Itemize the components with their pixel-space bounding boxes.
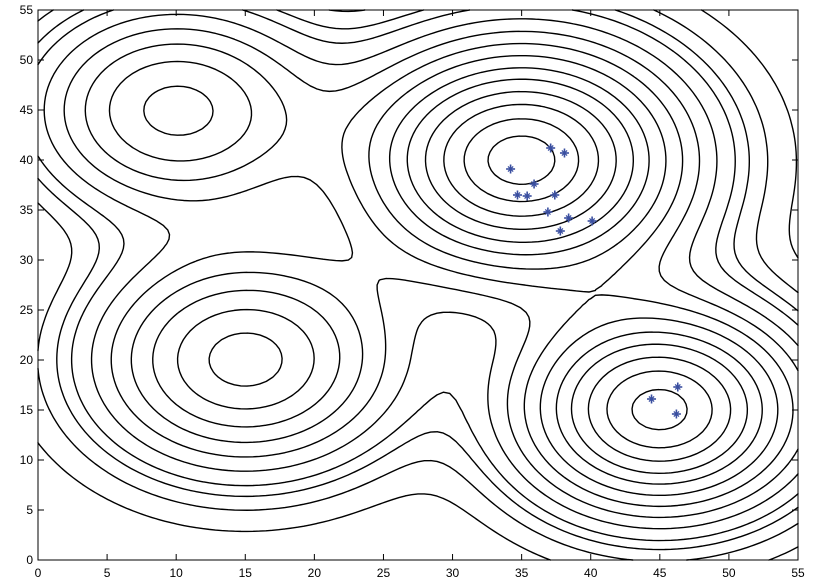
contour-level-10 <box>424 90 732 462</box>
contour-level-3 <box>37 9 799 542</box>
x-tick-label: 35 <box>515 566 529 580</box>
x-tick-label: 15 <box>239 566 253 580</box>
contour-level-0 <box>37 9 799 561</box>
y-tick-label: 5 <box>26 503 33 517</box>
contour-level-1 <box>37 9 799 561</box>
x-axis: 0 5 10 15 20 25 30 35 40 45 50 55 <box>35 10 805 580</box>
x-tick-label: 50 <box>722 566 736 580</box>
y-tick-label: 40 <box>20 153 34 167</box>
y-tick-label: 50 <box>20 53 34 67</box>
y-tick-label: 10 <box>20 453 34 467</box>
x-tick-label: 40 <box>584 566 598 580</box>
contour-level-9 <box>208 78 749 475</box>
x-tick-label: 45 <box>653 566 667 580</box>
y-tick-label: 25 <box>20 303 34 317</box>
y-axis: 0 5 10 15 20 25 30 35 40 45 50 55 <box>20 3 798 567</box>
contour-level-4 <box>43 13 799 530</box>
contour-level-13 <box>487 135 556 185</box>
data-point <box>506 164 516 174</box>
contour-level-6 <box>84 42 794 508</box>
x-tick-label: 30 <box>446 566 460 580</box>
contour-level-11 <box>443 103 713 449</box>
data-point <box>564 213 574 223</box>
data-point <box>529 179 539 189</box>
data-point <box>671 409 681 419</box>
y-tick-label: 30 <box>20 253 34 267</box>
data-points <box>506 143 683 419</box>
contour-level-5 <box>63 28 799 519</box>
x-tick-label: 5 <box>104 566 111 580</box>
data-point <box>587 216 597 226</box>
contour-level-8 <box>143 67 763 485</box>
y-tick-label: 35 <box>20 203 34 217</box>
y-tick-label: 0 <box>26 553 33 567</box>
y-tick-label: 15 <box>20 403 34 417</box>
data-point <box>550 190 560 200</box>
x-tick-label: 25 <box>377 566 391 580</box>
data-point <box>543 207 553 217</box>
y-tick-label: 55 <box>20 3 34 17</box>
data-point <box>522 191 532 201</box>
contour-level-7 <box>108 54 779 497</box>
data-point <box>559 148 569 158</box>
plot-frame <box>37 9 799 561</box>
data-point <box>546 143 556 153</box>
data-point <box>673 382 683 392</box>
contour-level-12 <box>463 118 688 431</box>
contour-level-2 <box>37 9 799 551</box>
contour-lines <box>37 9 799 561</box>
x-tick-label: 55 <box>791 566 805 580</box>
data-point <box>647 394 657 404</box>
x-tick-label: 20 <box>308 566 322 580</box>
x-tick-label: 10 <box>170 566 184 580</box>
y-tick-label: 45 <box>20 103 34 117</box>
data-point <box>555 226 565 236</box>
y-tick-label: 20 <box>20 353 34 367</box>
plot-area <box>38 10 798 560</box>
x-tick-label: 0 <box>35 566 42 580</box>
data-point <box>512 190 522 200</box>
